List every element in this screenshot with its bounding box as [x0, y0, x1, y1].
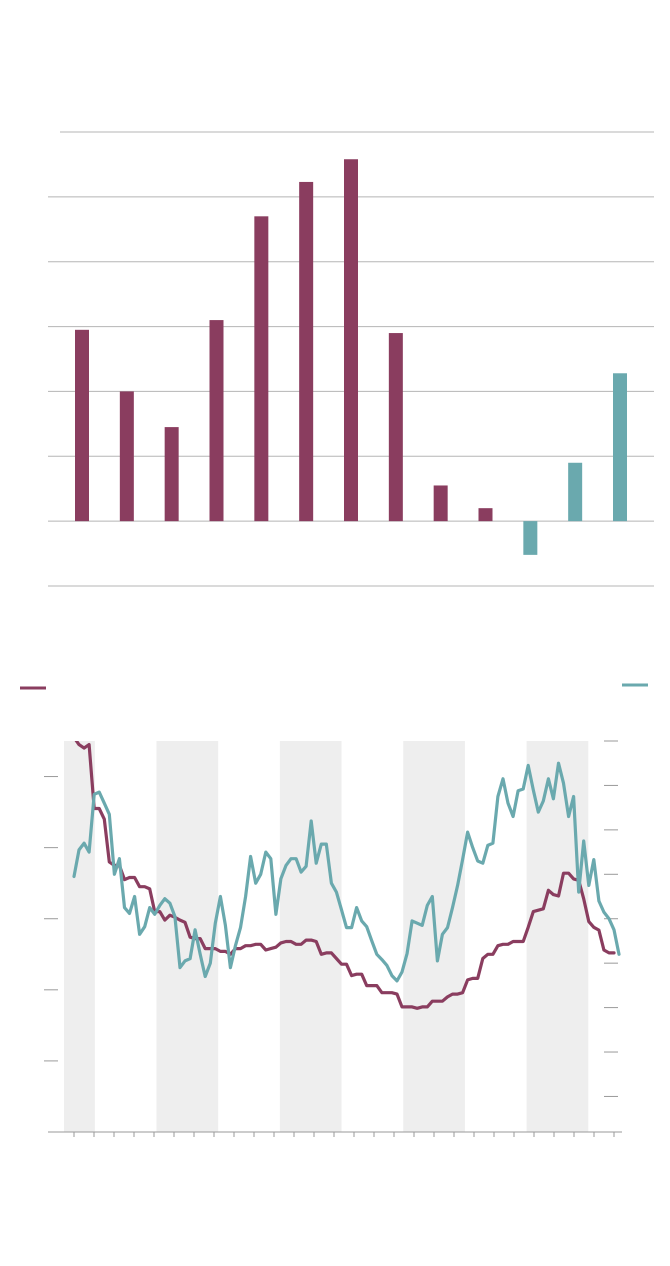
bar [299, 181, 314, 522]
bar [344, 159, 358, 522]
line-chart [20, 683, 648, 1137]
bar [613, 373, 627, 522]
bar [254, 216, 269, 522]
shaded-band [279, 741, 342, 1132]
bar [568, 462, 583, 522]
series-line-left [74, 741, 616, 1010]
bar-chart [48, 131, 654, 587]
bar [119, 391, 134, 522]
bar [388, 333, 403, 522]
shaded-band [64, 741, 95, 1132]
bar [523, 521, 538, 555]
shaded-band [156, 741, 219, 1132]
bar [164, 427, 179, 522]
bar [478, 508, 493, 522]
bar [209, 320, 224, 522]
bar [433, 485, 448, 522]
series-line-right [72, 761, 621, 983]
bar [75, 329, 89, 522]
